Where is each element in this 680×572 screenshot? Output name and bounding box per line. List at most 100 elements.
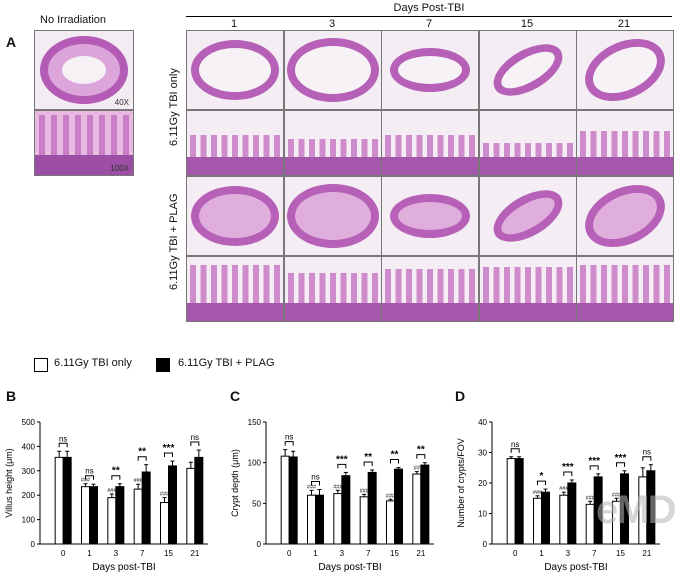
significance-bracket [311,481,320,486]
y-tick-label: 40 [478,418,487,427]
significance-bracket [537,480,546,486]
bar-tbi-plag [394,468,403,545]
x-tick-label: 0 [513,549,518,558]
bar-tbi-plag [168,465,177,545]
hash-mark: ### [612,492,622,498]
significance-bracket [363,461,373,466]
no-irradiation-label: No Irradiation [40,14,107,26]
panel-letter-d: D [455,388,466,404]
histology-tbi-plag-villi-day3 [284,256,382,322]
significance-label: *** [615,453,627,464]
x-tick-label: 1 [87,549,92,558]
legend-swatch-tbi-plag [156,358,170,372]
day-label-3: 3 [328,18,336,30]
significance-label: *** [163,443,175,454]
significance-bracket [85,475,94,480]
x-tick-label: 1 [313,549,318,558]
hash-mark: ### [160,492,170,498]
hash-mark: ### [81,478,91,484]
bar-tbi-only [559,494,569,545]
histology-tbi-plag-cross-day7 [381,176,479,256]
hash-mark: ## [414,466,421,472]
histology-tbi-only-cross-day15 [479,30,577,110]
y-tick-label: 30 [478,449,487,458]
bar-tbi-only [333,493,343,545]
significance-bracket [164,452,173,458]
days-header-line [186,16,672,17]
panel-letter-b: B [6,388,17,404]
legend-swatch-tbi-only [34,358,48,372]
x-tick-label: 7 [366,549,371,558]
x-axis-label: Days post-TBI [318,562,381,572]
y-tick-label: 300 [22,467,36,476]
x-tick-label: 21 [642,549,651,558]
bar-tbi-only [585,503,595,545]
hash-mark: ### [386,493,396,499]
y-tick-label: 100 [248,459,262,468]
significance-bracket [111,475,121,480]
bar-tbi-plag [367,471,377,545]
significance-label: *** [588,456,600,467]
hash-mark: ### [134,478,144,484]
significance-label: ns [285,433,293,442]
significance-bracket [190,441,200,447]
significance-bracket [563,471,573,476]
bar-tbi-only [307,494,316,545]
significance-bracket [616,462,625,467]
significance-bracket [510,448,520,453]
histology-tbi-only-cross-day7 [381,30,479,110]
bar-tbi-only [412,473,422,545]
panel-letter-c: C [230,388,241,404]
y-tick-label: 500 [22,418,36,427]
x-tick-label: 15 [164,549,173,558]
significance-bracket [137,456,147,461]
significance-label: ns [311,473,319,482]
histology-tbi-only-villi-day1 [186,110,284,176]
legend-label-tbi-only: 6.11Gy TBI only [54,357,132,369]
histology-tbi-plag-cross-day1 [186,176,284,256]
x-tick-label: 3 [114,549,119,558]
significance-bracket [337,463,347,469]
days-post-tbi-title: Days Post-TBI [393,2,465,14]
villus-height-chart: 0 100 200 300 400 500 Villus height (μm) Days p… [4,418,208,572]
y-tick-label: 20 [478,479,487,488]
histology-tbi-only-cross-day21 [576,30,674,110]
histology-tbi-only-villi-day21 [576,110,674,176]
x-tick-label: 15 [616,549,625,558]
bar-tbi-only [533,497,542,545]
significance-label: *** [336,454,348,465]
bar-tbi-plag [194,456,204,545]
significance-bracket [642,456,652,461]
x-tick-label: 3 [566,549,571,558]
bar-tbi-only [386,500,395,545]
y-tick-label: 150 [248,418,262,427]
panel-letter-a: A [6,34,17,50]
significance-label: ns [191,433,199,442]
x-axis-label: Days post-TBI [544,562,607,572]
crypt-depth-chart: 0 50 100 150 Crypt depth (μm) Days post-TBI 0 n… [230,418,434,572]
bar-tbi-plag [141,471,151,545]
histology-tbi-only-cross-day3 [284,30,382,110]
bar-tbi-plag [620,473,629,545]
bar-tbi-only [54,456,64,545]
significance-label: ** [417,445,425,456]
y-tick-label: 0 [483,540,488,549]
bar-tbi-plag [420,464,430,545]
x-tick-label: 7 [592,549,597,558]
y-tick-label: 10 [478,510,487,519]
day-label-15: 15 [520,18,534,30]
bar-tbi-only [506,458,516,545]
y-tick-label: 400 [22,442,36,451]
row-label-tbi-plag: 6.11Gy TBI + PLAG [168,193,180,290]
bar-tbi-plag [115,486,125,545]
bar-tbi-plag [315,494,324,545]
y-tick-label: 100 [22,516,36,525]
histology-tbi-plag-cross-day21 [576,176,674,256]
hash-mark: ### [333,484,343,490]
hash-mark: ### [107,488,117,494]
histology-tbi-plag-villi-day15 [479,256,577,322]
bar-tbi-plag [341,475,351,545]
significance-label: *** [562,462,574,473]
significance-label: ** [112,466,120,477]
